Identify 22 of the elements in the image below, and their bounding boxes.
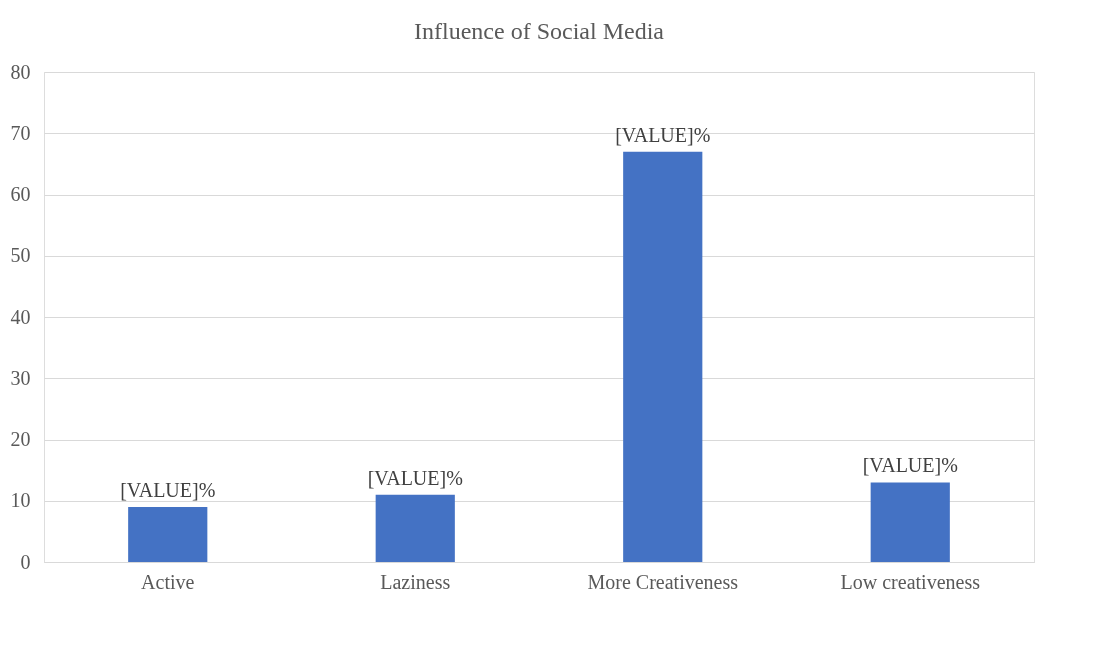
bar <box>128 506 208 562</box>
y-tick-label: 50 <box>10 244 31 267</box>
bar <box>623 151 703 562</box>
data-label: [VALUE]% <box>862 454 958 477</box>
y-tick-label: 70 <box>10 121 31 144</box>
data-label: [VALUE]% <box>615 123 711 146</box>
bar <box>375 494 455 562</box>
x-tick-label: Laziness <box>380 570 451 593</box>
chart-title: Influence of Social Media <box>414 18 665 44</box>
y-tick-label: 80 <box>10 60 31 83</box>
y-tick-label: 0 <box>20 550 31 573</box>
y-tick-label: 20 <box>10 428 31 450</box>
y-tick-label: 10 <box>10 489 31 512</box>
data-label: [VALUE]% <box>120 478 216 501</box>
y-tick-label: 30 <box>10 366 31 389</box>
x-tick-label: More Creativeness <box>587 570 739 593</box>
x-tick-label: Active <box>141 570 195 593</box>
y-tick-label: 40 <box>10 305 31 328</box>
y-tick-label: 60 <box>10 183 31 205</box>
x-tick-label: Low creativeness <box>840 570 981 593</box>
bar <box>870 482 950 562</box>
data-label: [VALUE]% <box>367 466 463 489</box>
